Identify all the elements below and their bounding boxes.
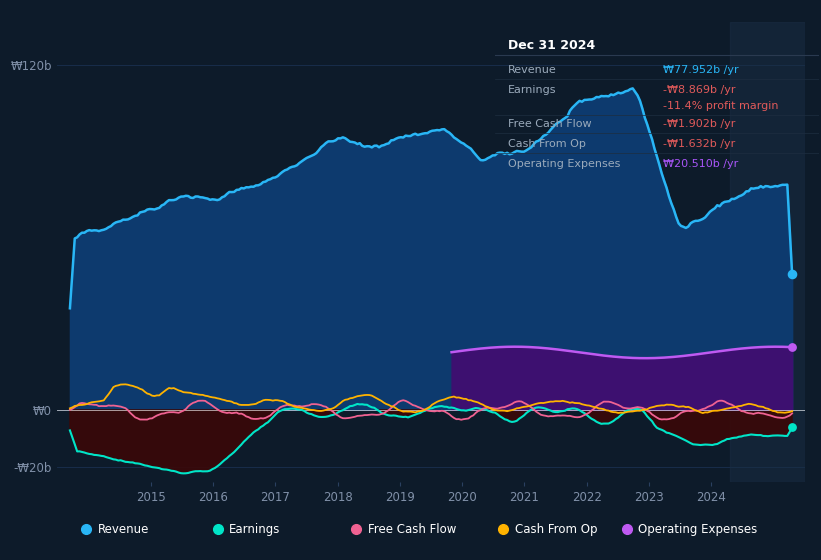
- Point: [786, 270, 799, 279]
- Text: ₩77.952b /yr: ₩77.952b /yr: [663, 65, 739, 75]
- Text: Earnings: Earnings: [229, 522, 281, 536]
- Text: Operating Expenses: Operating Expenses: [507, 159, 620, 169]
- Text: -₩1.632b /yr: -₩1.632b /yr: [663, 139, 736, 149]
- Text: Operating Expenses: Operating Expenses: [638, 522, 758, 536]
- Text: Free Cash Flow: Free Cash Flow: [368, 522, 456, 536]
- Text: -₩8.869b /yr: -₩8.869b /yr: [663, 85, 736, 95]
- Point: [786, 343, 799, 352]
- Text: Free Cash Flow: Free Cash Flow: [507, 119, 591, 129]
- Point: [786, 423, 799, 432]
- Text: Dec 31 2024: Dec 31 2024: [507, 39, 594, 52]
- Text: Cash From Op: Cash From Op: [507, 139, 585, 149]
- Text: Revenue: Revenue: [507, 65, 557, 75]
- Text: -₩1.902b /yr: -₩1.902b /yr: [663, 119, 736, 129]
- Text: -11.4% profit margin: -11.4% profit margin: [663, 100, 778, 110]
- Text: Earnings: Earnings: [507, 85, 556, 95]
- Text: ₩20.510b /yr: ₩20.510b /yr: [663, 159, 738, 169]
- Text: Revenue: Revenue: [98, 522, 149, 536]
- Text: Cash From Op: Cash From Op: [515, 522, 597, 536]
- Bar: [730, 22, 805, 482]
